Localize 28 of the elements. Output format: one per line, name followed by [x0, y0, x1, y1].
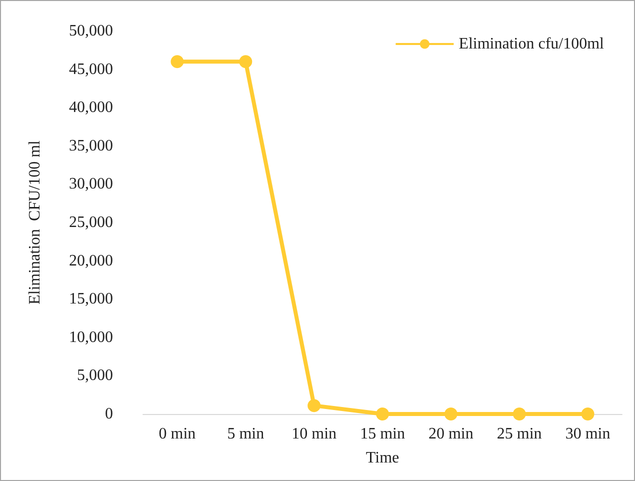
y-tick-label: 0: [105, 406, 113, 422]
y-tick-label: 35,000: [69, 137, 113, 154]
y-tick-label: 5,000: [77, 367, 113, 384]
point: [376, 408, 389, 420]
x-tick-label: 20 min: [428, 426, 474, 442]
x-tick-label: 25 min: [496, 426, 542, 442]
y-tick-label: 30,000: [69, 176, 113, 193]
x-tick-label: 0 min: [158, 426, 196, 442]
y-tick-label: 25,000: [69, 214, 113, 231]
x-tick-label: 5 min: [227, 426, 264, 442]
legend-label: Elimination cfu/100ml: [458, 36, 605, 52]
point: [581, 408, 594, 420]
x-tick-label: 15 min: [360, 426, 405, 442]
y-tick-label: 50,000: [69, 22, 113, 40]
x-tick-label: 10 min: [292, 426, 337, 442]
y-tick-label: 20,000: [69, 252, 113, 270]
point: [444, 408, 458, 420]
y-tick-label: 45,000: [69, 60, 113, 78]
point: [239, 55, 252, 68]
point: [170, 55, 184, 68]
x-tick-label: 30 min: [565, 426, 610, 442]
y-axis-title: Elimination CFU/100 ml: [26, 140, 44, 305]
x-axis-title: Time: [366, 450, 400, 466]
point: [512, 408, 526, 420]
y-tick-label: 40,000: [69, 99, 113, 116]
y-tick-label: 15,000: [69, 290, 113, 308]
y-tick-label: 10,000: [69, 328, 113, 346]
point: [308, 399, 321, 412]
